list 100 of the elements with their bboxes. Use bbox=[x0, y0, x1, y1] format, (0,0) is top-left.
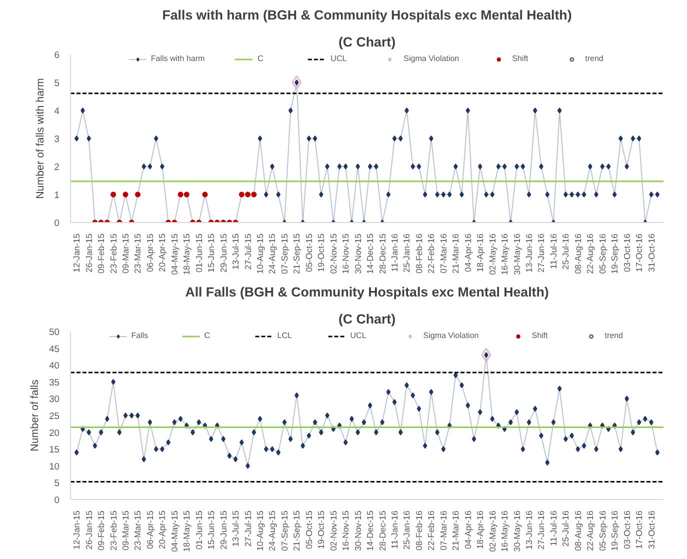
x-tick-label: 16-May-16 bbox=[500, 510, 510, 552]
x-tick-label: 31-Oct-16 bbox=[646, 510, 656, 549]
x-tick-label: 09-Feb-15 bbox=[96, 233, 106, 274]
x-tick-label: 25-Jul-16 bbox=[560, 510, 571, 547]
x-tick-label: 21-Sep-15 bbox=[292, 510, 302, 551]
x-tick-label: 12-Jan-15 bbox=[72, 510, 82, 550]
x-tick-label: 25-Jul-16 bbox=[560, 233, 571, 270]
x-tick-label: 09-Feb-15 bbox=[96, 510, 106, 550]
y-tick-label: 45 bbox=[49, 344, 60, 354]
x-tick-label: 05-Oct-15 bbox=[304, 510, 314, 549]
x-tick-label: 11-Jul-16 bbox=[548, 510, 558, 546]
x-tick-label: 21-Sep-15 bbox=[292, 233, 302, 274]
chart-subtitle: (C Chart) bbox=[338, 312, 396, 326]
x-tick-label: 24-Aug-15 bbox=[267, 510, 278, 551]
x-tick-label: 13-Jun-16 bbox=[524, 233, 534, 272]
y-axis-title: Number of falls with harm bbox=[34, 78, 46, 199]
x-tick-label: 29-Jun-15 bbox=[218, 233, 228, 272]
x-tick-label: 22-Feb-16 bbox=[426, 233, 436, 274]
x-tick-label: 03-Oct-16 bbox=[622, 233, 632, 272]
x-tick-label: 07-Sep-15 bbox=[279, 233, 290, 274]
y-tick-label: 10 bbox=[49, 461, 60, 472]
x-tick-label: 17-Oct-16 bbox=[634, 510, 644, 549]
y-tick-label: 50 bbox=[49, 327, 60, 337]
x-tick-label: 23-Mar-15 bbox=[132, 510, 143, 550]
x-tick-label: 01-Jun-15 bbox=[194, 510, 204, 550]
legend-label: Falls with harm bbox=[150, 54, 205, 63]
x-tick-label: 07-Mar-16 bbox=[438, 233, 448, 274]
legend-label: Shift bbox=[512, 54, 530, 63]
x-tick-label: 30-Nov-15 bbox=[352, 510, 363, 551]
x-tick-label: 17-Oct-16 bbox=[634, 233, 644, 272]
chart-title: Falls with harm (BGH & Community Hospitals exc Mental Health) bbox=[162, 8, 572, 22]
y-tick-label: 5 bbox=[54, 478, 60, 488]
x-tick-label: 19-Oct-15 bbox=[316, 233, 326, 272]
x-tick-label: 08-Feb-16 bbox=[414, 233, 424, 274]
x-tick-label: 30-May-16 bbox=[512, 510, 522, 552]
x-tick-label: 19-Sep-16 bbox=[610, 510, 620, 551]
y-tick-label: 3 bbox=[54, 134, 60, 144]
x-tick-label: 22-Aug-16 bbox=[585, 510, 596, 551]
y-tick-label: 40 bbox=[49, 360, 60, 371]
legend-label: C bbox=[204, 331, 212, 340]
x-tick-label: 30-May-16 bbox=[512, 233, 522, 275]
x-tick-label: 11-Jan-16 bbox=[390, 510, 400, 549]
x-tick-label: 10-Aug-15 bbox=[255, 233, 266, 274]
x-tick-label: 03-Oct-16 bbox=[622, 510, 632, 549]
x-tick-label: 16-Nov-15 bbox=[340, 233, 351, 274]
x-tick-label: 23-Feb-15 bbox=[108, 510, 118, 550]
x-tick-label: 02-May-16 bbox=[487, 510, 498, 552]
x-tick-label: 25-Jan-16 bbox=[402, 510, 412, 550]
y-tick-label: 15 bbox=[49, 444, 60, 455]
x-tick-label: 20-Apr-15 bbox=[157, 233, 168, 272]
x-tick-label: 25-Jan-16 bbox=[402, 233, 412, 272]
x-tick-label: 05-Oct-15 bbox=[304, 233, 314, 272]
x-tick-label: 04-May-15 bbox=[169, 233, 180, 275]
x-tick-label: 08-Aug-16 bbox=[572, 233, 583, 274]
x-tick-label: 16-Nov-15 bbox=[340, 510, 351, 551]
y-tick-label: 6 bbox=[54, 50, 60, 60]
x-tick-label: 18-Apr-16 bbox=[475, 233, 486, 272]
y-tick-label: 4 bbox=[54, 106, 60, 116]
x-tick-label: 13-Jul-15 bbox=[230, 510, 241, 547]
x-tick-label: 14-Dec-15 bbox=[365, 510, 376, 551]
x-tick-label: 04-Apr-16 bbox=[462, 233, 473, 272]
x-tick-label: 28-Dec-15 bbox=[377, 233, 388, 274]
x-tick-label: 29-Jun-15 bbox=[218, 510, 228, 550]
x-tick-label: 26-Jan-15 bbox=[84, 510, 94, 550]
chart-title: All Falls (BGH & Community Hospitals exc Mental Health) bbox=[185, 284, 549, 300]
x-tick-label: 27-Jun-16 bbox=[536, 233, 546, 272]
x-tick-label: 20-Apr-15 bbox=[157, 510, 168, 549]
x-tick-label: 02-Nov-15 bbox=[328, 510, 338, 551]
x-tick-label: 02-May-16 bbox=[487, 233, 498, 275]
y-tick-label: 0 bbox=[54, 218, 60, 228]
x-tick-label: 18-May-15 bbox=[182, 510, 192, 552]
y-tick-label: 1 bbox=[54, 190, 60, 200]
x-tick-label: 23-Feb-15 bbox=[108, 233, 118, 274]
y-tick-label: 30 bbox=[49, 394, 60, 404]
legend-label: LCL bbox=[277, 331, 293, 340]
x-tick-label: 21-Mar-16 bbox=[450, 233, 461, 274]
x-tick-label: 19-Oct-15 bbox=[316, 510, 326, 549]
x-tick-label: 22-Aug-16 bbox=[585, 233, 596, 274]
x-tick-label: 30-Nov-15 bbox=[352, 233, 363, 274]
x-tick-label: 06-Apr-15 bbox=[144, 233, 155, 272]
y-tick-label: 2 bbox=[54, 162, 60, 172]
legend-label: Shift bbox=[532, 331, 549, 340]
x-tick-label: 13-Jun-16 bbox=[524, 510, 534, 550]
x-tick-label: 19-Sep-16 bbox=[610, 233, 620, 274]
x-tick-label: 13-Jul-15 bbox=[230, 233, 241, 270]
x-tick-label: 12-Jan-15 bbox=[72, 233, 82, 272]
x-tick-label: 28-Dec-15 bbox=[377, 510, 388, 551]
x-tick-label: 09-Mar-15 bbox=[120, 233, 131, 274]
legend-label: Sigma Violation bbox=[423, 331, 479, 340]
y-tick-label: 25 bbox=[49, 411, 60, 421]
x-tick-label: 05-Sep-16 bbox=[597, 233, 608, 274]
x-tick-label: 01-Jun-15 bbox=[194, 233, 204, 272]
legend-label: Falls bbox=[131, 331, 150, 340]
x-tick-label: 11-Jul-16 bbox=[548, 233, 558, 269]
x-tick-label: 18-Apr-16 bbox=[475, 510, 486, 549]
y-tick-label: 0 bbox=[54, 495, 60, 505]
x-tick-label: 10-Aug-15 bbox=[255, 510, 266, 551]
x-tick-label: 15-Jun-15 bbox=[206, 233, 216, 272]
y-tick-label: 35 bbox=[49, 377, 60, 388]
chart-subtitle: (C Chart) bbox=[338, 34, 396, 50]
